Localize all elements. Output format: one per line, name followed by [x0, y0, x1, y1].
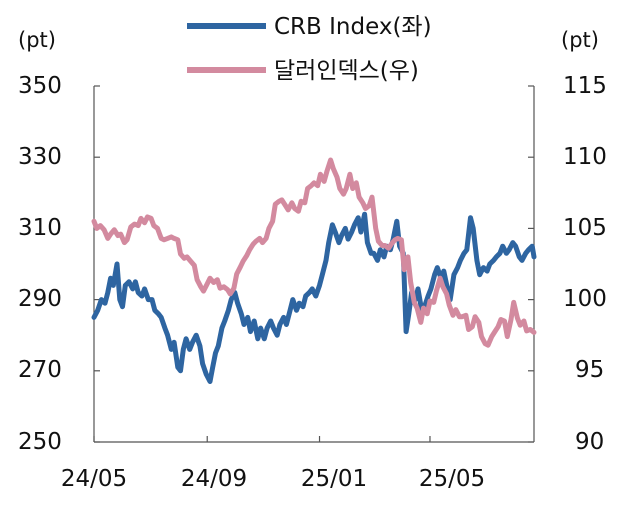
- left-tick-label: 330: [18, 144, 62, 170]
- x-tick-label: 24/09: [181, 466, 247, 492]
- left-tick-label: 250: [18, 429, 62, 455]
- left-tick-label: 310: [18, 215, 62, 241]
- legend-label-crb: CRB Index(좌): [274, 14, 432, 40]
- right-tick-label: 115: [563, 73, 607, 99]
- x-tick-label: 25/01: [301, 466, 367, 492]
- axes: [93, 86, 535, 443]
- right-tick-label: 100: [563, 286, 607, 312]
- legend-label-dxy: 달러인덱스(우): [274, 58, 419, 84]
- left-tick-label: 290: [18, 286, 62, 312]
- x-tick-label: 25/05: [419, 466, 485, 492]
- left-tick-label: 270: [18, 357, 62, 383]
- x-axis-ticks: 24/05 24/09 25/01 25/05: [61, 466, 485, 492]
- series-line-dollar-index: [91, 157, 537, 348]
- right-axis-ticks: 115 110 105 100 95 90: [563, 73, 607, 455]
- legend: CRB Index(좌) 달러인덱스(우): [187, 14, 432, 84]
- x-tick-label: 24/05: [61, 466, 127, 492]
- left-tick-label: 350: [18, 73, 62, 99]
- right-tick-label: 90: [575, 429, 604, 455]
- left-axis-ticks: 350 330 310 290 270 250: [18, 73, 62, 455]
- tick-marks: [93, 85, 534, 443]
- right-tick-label: 105: [563, 215, 607, 241]
- right-tick-label: 95: [575, 357, 604, 383]
- right-tick-label: 110: [563, 144, 607, 170]
- right-axis-unit: (pt): [561, 28, 599, 52]
- left-axis-unit: (pt): [18, 28, 56, 52]
- series-layer: [91, 157, 537, 384]
- series-line-crb-index: [91, 211, 537, 384]
